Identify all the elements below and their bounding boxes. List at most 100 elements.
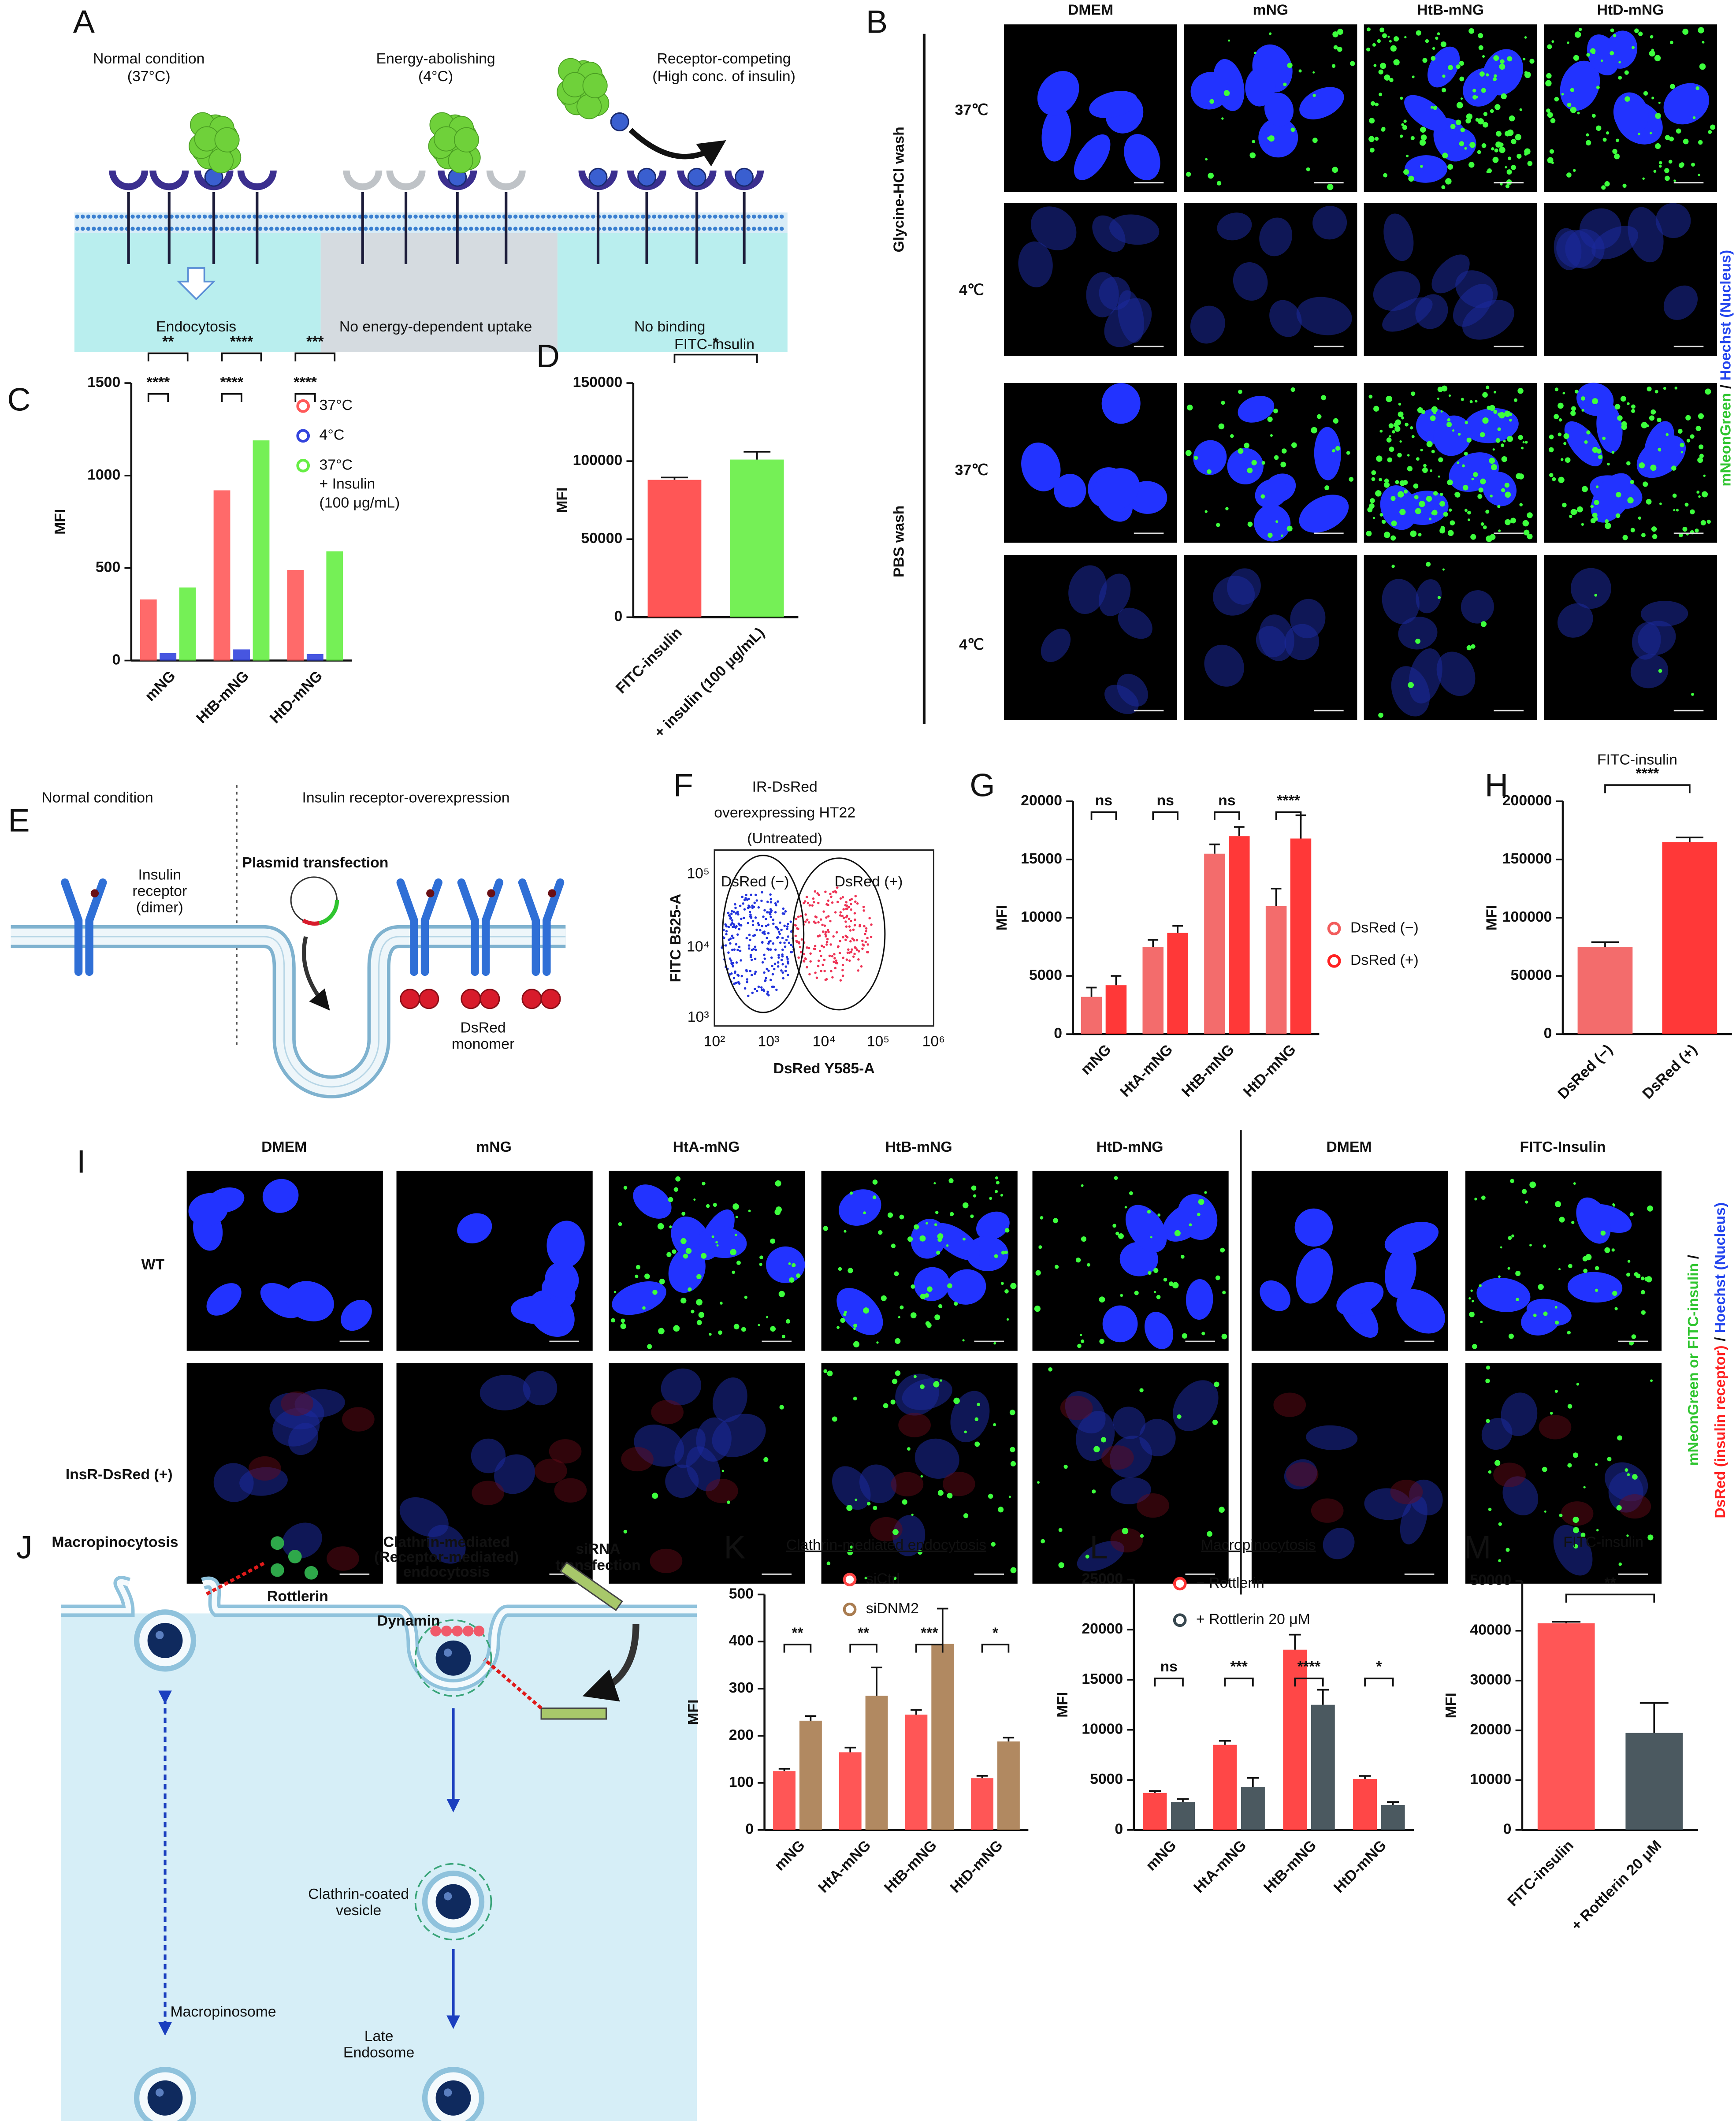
green-puncta bbox=[688, 1287, 692, 1291]
green-puncta bbox=[681, 1212, 686, 1216]
nucleus bbox=[1560, 60, 1600, 111]
nucleus bbox=[1233, 262, 1268, 301]
event-dot bbox=[777, 928, 779, 930]
insulin-ball bbox=[687, 167, 706, 187]
green-puncta bbox=[1486, 1366, 1490, 1370]
green-puncta bbox=[1638, 516, 1642, 520]
rottlerin-molecule bbox=[271, 1536, 284, 1550]
green-puncta bbox=[920, 1384, 925, 1389]
green-puncta bbox=[1584, 440, 1588, 444]
green-puncta bbox=[1472, 1300, 1474, 1302]
green-puncta bbox=[1403, 489, 1408, 494]
green-puncta bbox=[1153, 1268, 1159, 1273]
green-puncta bbox=[1611, 450, 1615, 454]
green-puncta bbox=[1554, 387, 1559, 391]
event-dot bbox=[823, 924, 826, 927]
green-puncta bbox=[1391, 520, 1397, 526]
green-puncta bbox=[1651, 97, 1654, 100]
bar bbox=[1283, 1649, 1307, 1830]
green-puncta bbox=[1218, 423, 1225, 430]
green-puncta bbox=[1580, 28, 1583, 31]
green-puncta bbox=[1472, 89, 1476, 93]
x-tick-label: HtB-mNG bbox=[881, 1837, 940, 1896]
event-dot bbox=[870, 923, 873, 926]
condition-outcome: No binding bbox=[634, 318, 705, 335]
green-puncta bbox=[1643, 481, 1648, 487]
green-puncta bbox=[1112, 1224, 1116, 1228]
green-puncta bbox=[1494, 148, 1498, 153]
green-puncta bbox=[1690, 434, 1695, 439]
green-puncta bbox=[1525, 1200, 1528, 1204]
green-puncta bbox=[1468, 162, 1475, 168]
green-puncta bbox=[1479, 1284, 1482, 1287]
green-puncta bbox=[1464, 451, 1468, 456]
green-puncta bbox=[1552, 477, 1556, 481]
nucleus bbox=[1630, 654, 1669, 688]
green-puncta bbox=[1652, 534, 1658, 540]
nucleus bbox=[471, 1438, 506, 1474]
green-puncta bbox=[1634, 28, 1639, 33]
nucleus bbox=[1481, 1418, 1513, 1450]
event-dot bbox=[738, 923, 741, 927]
green-puncta bbox=[1567, 102, 1572, 107]
dsred bbox=[1060, 1395, 1093, 1420]
green-puncta bbox=[1321, 395, 1327, 401]
row-label: 4℃ bbox=[959, 636, 984, 653]
side-label-part: / bbox=[1685, 1254, 1702, 1263]
green-puncta bbox=[1672, 493, 1677, 498]
green-puncta bbox=[949, 1212, 954, 1217]
green-puncta bbox=[1491, 147, 1494, 151]
green-puncta bbox=[934, 1314, 940, 1321]
green-puncta bbox=[1698, 174, 1700, 176]
green-puncta bbox=[1419, 501, 1425, 507]
event-dot bbox=[760, 986, 763, 989]
event-dot bbox=[769, 901, 773, 904]
green-puncta bbox=[1438, 475, 1440, 478]
green-puncta bbox=[1529, 1244, 1532, 1247]
green-puncta bbox=[1477, 494, 1483, 499]
green-puncta bbox=[1469, 400, 1473, 403]
green-puncta bbox=[672, 1249, 677, 1254]
chart-title: FITC-insulin bbox=[674, 336, 755, 353]
green-puncta bbox=[1435, 37, 1439, 40]
green-puncta bbox=[1595, 485, 1599, 488]
green-puncta bbox=[1490, 534, 1496, 540]
event-dot bbox=[748, 934, 751, 936]
legend-label: − Rottlerin bbox=[1196, 1574, 1264, 1591]
event-dot bbox=[846, 936, 849, 939]
nucleus bbox=[1521, 1305, 1561, 1336]
event-dot bbox=[778, 932, 781, 935]
green-puncta bbox=[1586, 430, 1591, 435]
event-dot bbox=[784, 965, 788, 968]
green-puncta bbox=[1480, 1321, 1483, 1323]
green-puncta bbox=[1494, 74, 1497, 78]
event-dot bbox=[798, 942, 801, 945]
green-puncta bbox=[759, 1255, 763, 1259]
green-puncta bbox=[1627, 402, 1630, 406]
green-puncta bbox=[1400, 134, 1403, 138]
green-puncta bbox=[993, 1423, 996, 1426]
green-puncta bbox=[1510, 1179, 1514, 1183]
bar bbox=[1105, 985, 1127, 1034]
legend-marker bbox=[843, 1602, 857, 1616]
event-dot bbox=[865, 927, 868, 930]
green-puncta bbox=[1433, 491, 1438, 496]
green-puncta bbox=[1198, 1198, 1204, 1205]
green-puncta bbox=[789, 1277, 795, 1283]
green-puncta bbox=[1120, 1294, 1123, 1297]
event-dot bbox=[839, 897, 842, 900]
green-puncta bbox=[1483, 122, 1488, 128]
green-puncta bbox=[894, 1271, 899, 1276]
event-dot bbox=[736, 911, 739, 913]
y-axis-label: MFI bbox=[993, 905, 1010, 930]
green-puncta bbox=[1366, 47, 1370, 52]
green-puncta bbox=[1507, 129, 1514, 136]
green-puncta bbox=[1482, 392, 1488, 398]
green-puncta bbox=[1499, 142, 1504, 147]
green-puncta bbox=[1448, 508, 1452, 512]
green-puncta bbox=[1207, 1531, 1212, 1537]
green-puncta bbox=[1618, 75, 1622, 80]
x-tick-label: HtA-mNG bbox=[1190, 1837, 1249, 1896]
green-puncta bbox=[1629, 1212, 1634, 1217]
row-label: WT bbox=[141, 1256, 165, 1273]
